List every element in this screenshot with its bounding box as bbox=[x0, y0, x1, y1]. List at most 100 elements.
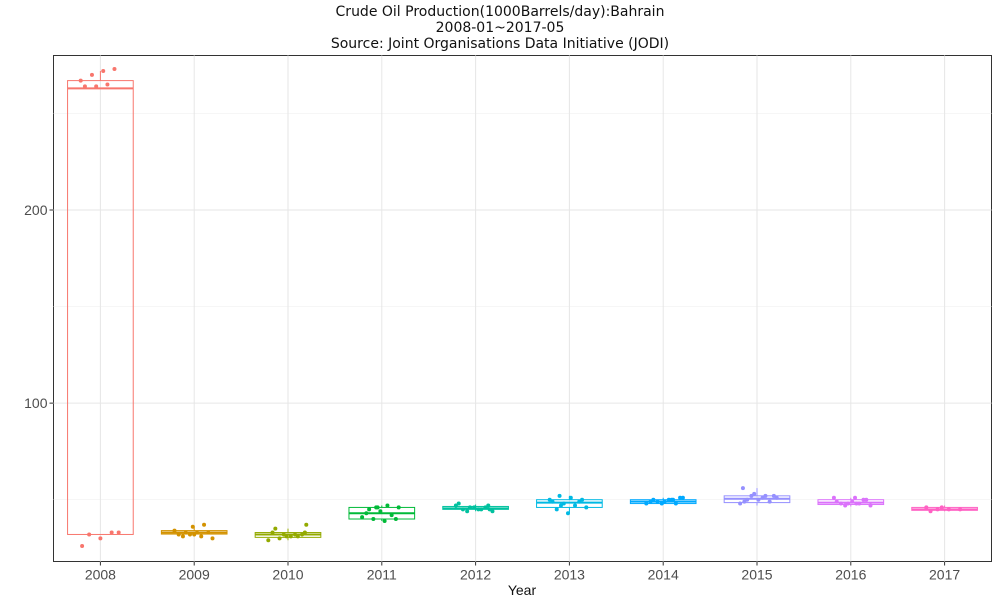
x-tick-label: 2013 bbox=[554, 567, 585, 583]
data-point bbox=[857, 501, 862, 506]
data-point bbox=[745, 497, 750, 502]
data-point bbox=[573, 503, 578, 508]
data-point bbox=[187, 532, 192, 537]
data-point bbox=[465, 509, 470, 514]
data-point bbox=[568, 495, 573, 500]
data-point bbox=[561, 501, 566, 506]
data-point bbox=[82, 84, 87, 89]
data-point bbox=[673, 501, 678, 506]
data-point bbox=[281, 532, 286, 537]
data-point bbox=[756, 497, 761, 502]
data-point bbox=[845, 501, 850, 506]
data-point bbox=[78, 78, 83, 83]
data-point bbox=[834, 499, 839, 504]
data-point bbox=[172, 528, 177, 533]
data-point bbox=[648, 499, 653, 504]
data-point bbox=[763, 493, 768, 498]
data-point bbox=[666, 497, 671, 502]
data-point bbox=[662, 499, 667, 504]
data-point bbox=[742, 499, 747, 504]
data-point bbox=[490, 509, 495, 514]
data-point bbox=[295, 534, 300, 539]
data-point bbox=[740, 486, 745, 491]
data-point bbox=[671, 497, 676, 502]
data-point bbox=[651, 497, 656, 502]
data-point bbox=[80, 544, 85, 549]
data-point bbox=[94, 84, 99, 89]
data-point bbox=[302, 530, 307, 535]
data-point bbox=[939, 505, 944, 510]
data-point bbox=[460, 507, 465, 512]
data-point bbox=[958, 507, 963, 512]
data-point bbox=[838, 501, 843, 506]
data-point bbox=[105, 82, 110, 87]
data-point bbox=[277, 536, 282, 541]
data-point bbox=[183, 530, 188, 535]
data-point bbox=[558, 503, 563, 508]
data-point bbox=[861, 497, 866, 502]
data-point bbox=[486, 503, 491, 508]
data-point bbox=[680, 495, 685, 500]
data-point bbox=[371, 517, 376, 522]
data-point bbox=[206, 530, 211, 535]
data-point bbox=[101, 68, 106, 73]
data-point bbox=[202, 522, 207, 527]
data-point bbox=[868, 503, 873, 508]
data-point bbox=[389, 513, 394, 518]
data-point bbox=[375, 505, 380, 510]
data-point bbox=[644, 501, 649, 506]
data-point bbox=[382, 518, 387, 523]
data-point bbox=[112, 67, 117, 72]
data-point bbox=[554, 507, 559, 512]
box-body bbox=[67, 80, 134, 535]
data-point bbox=[393, 517, 398, 522]
box-2017 bbox=[911, 505, 978, 514]
x-tick-label: 2017 bbox=[929, 567, 960, 583]
data-point bbox=[176, 532, 181, 537]
chart-subtitle: 2008-01~2017-05 bbox=[435, 20, 565, 36]
data-point bbox=[180, 534, 185, 539]
data-point bbox=[831, 495, 836, 500]
data-point bbox=[199, 534, 204, 539]
x-tick-label: 2009 bbox=[179, 567, 210, 583]
data-point bbox=[550, 499, 555, 504]
x-tick-label: 2011 bbox=[367, 567, 397, 583]
data-point bbox=[300, 532, 305, 537]
data-point bbox=[109, 530, 114, 535]
data-point bbox=[479, 507, 484, 512]
data-point bbox=[116, 530, 121, 535]
x-tick-label: 2012 bbox=[460, 567, 491, 583]
data-point bbox=[752, 491, 757, 496]
data-point bbox=[678, 495, 683, 500]
data-point bbox=[580, 497, 585, 502]
data-point bbox=[864, 497, 869, 502]
data-point bbox=[774, 495, 779, 500]
box-2009 bbox=[160, 522, 228, 541]
data-point bbox=[476, 507, 481, 512]
data-point bbox=[192, 532, 197, 537]
data-point bbox=[577, 499, 582, 504]
y-tick-label: 200 bbox=[24, 202, 48, 218]
box-2014 bbox=[629, 495, 697, 506]
data-point bbox=[304, 522, 309, 527]
data-point bbox=[472, 505, 477, 510]
data-point bbox=[396, 505, 401, 510]
data-point bbox=[453, 503, 458, 508]
plot-background bbox=[53, 55, 992, 562]
data-point bbox=[565, 511, 570, 516]
data-point bbox=[547, 497, 552, 502]
data-point bbox=[584, 505, 589, 510]
y-tick-label: 100 bbox=[24, 395, 48, 411]
boxes bbox=[67, 67, 978, 549]
box-2011 bbox=[348, 503, 416, 523]
data-point bbox=[360, 515, 365, 520]
data-point bbox=[367, 507, 372, 512]
data-point bbox=[456, 501, 461, 506]
data-point bbox=[288, 534, 293, 539]
data-point bbox=[760, 495, 765, 500]
x-tick-label: 2015 bbox=[741, 567, 772, 583]
data-point bbox=[853, 495, 858, 500]
data-point bbox=[928, 509, 933, 514]
x-tick-label: 2008 bbox=[85, 567, 116, 583]
